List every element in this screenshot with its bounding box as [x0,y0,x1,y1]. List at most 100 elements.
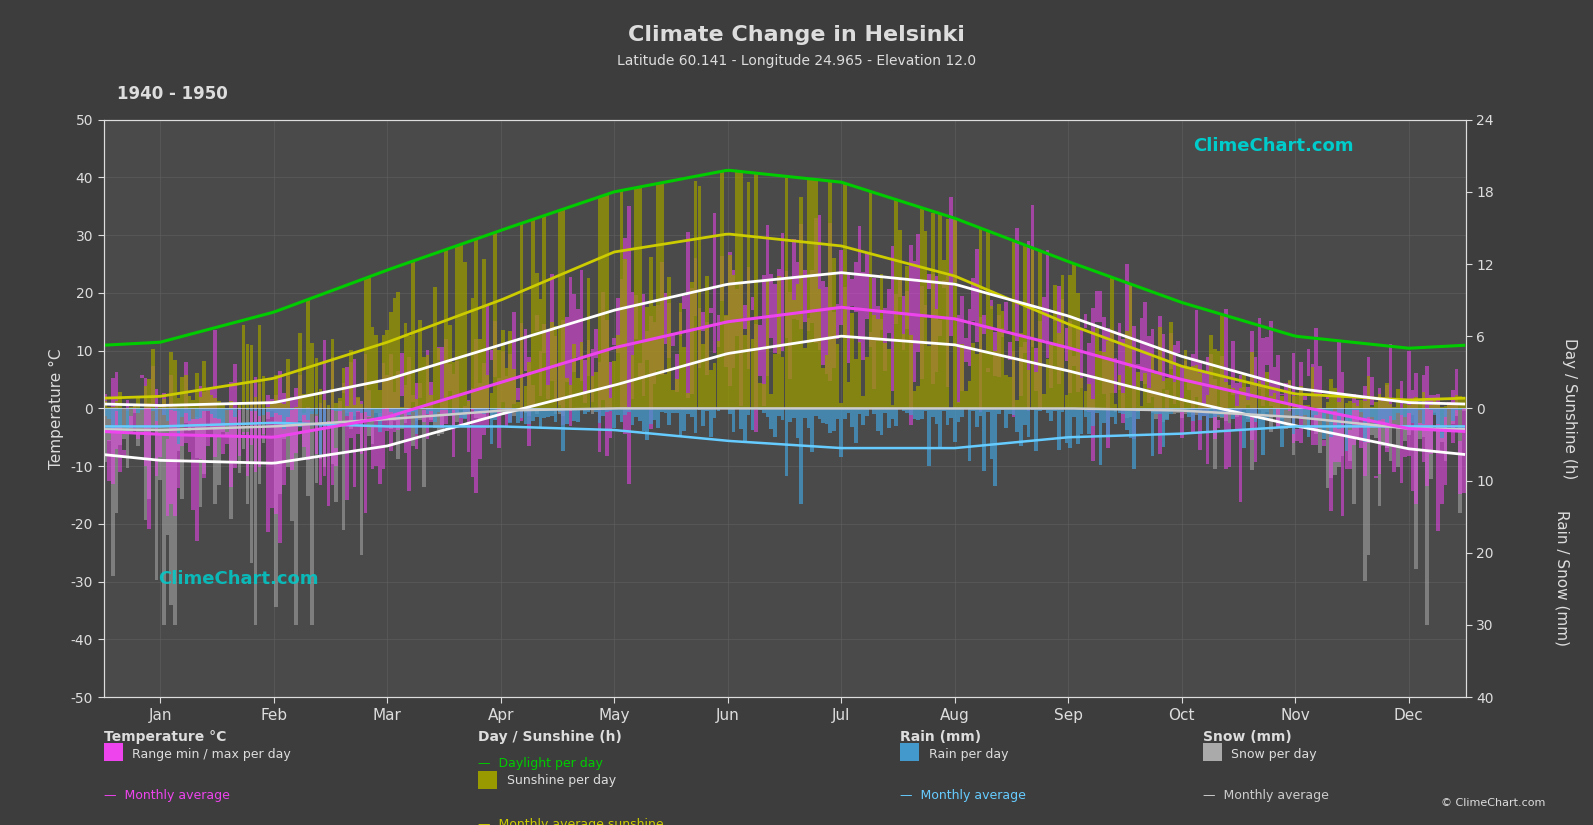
Bar [1088,384,1091,408]
Bar [1012,351,1015,417]
Bar [459,244,464,408]
Bar [1161,381,1166,408]
Bar [250,408,253,563]
Bar [800,224,803,329]
Bar [572,408,575,422]
Bar [994,332,997,376]
Bar [1437,408,1440,424]
Bar [1166,408,1169,420]
Bar [414,408,419,434]
Bar [1053,318,1056,321]
Bar [983,408,986,471]
Bar [489,350,494,360]
Bar [664,408,667,413]
Bar [1462,397,1466,408]
Bar [314,408,319,483]
Bar [287,408,290,467]
Bar [331,357,335,485]
Bar [225,408,229,410]
Bar [1217,408,1220,415]
Bar [1069,408,1072,448]
Bar [1311,366,1314,408]
Bar [785,177,789,408]
Text: —  Daylight per day: — Daylight per day [478,757,602,771]
Bar [1144,408,1147,410]
Bar [586,278,591,408]
Text: —  Monthly average sunshine: — Monthly average sunshine [478,818,664,825]
Bar [452,362,456,408]
Bar [400,408,403,412]
Bar [1448,403,1451,409]
Bar [483,408,486,413]
Bar [452,408,456,427]
Bar [1176,365,1180,408]
Bar [217,408,221,419]
Bar [352,404,357,408]
Bar [706,276,709,408]
Bar [505,369,508,408]
Bar [997,315,1000,377]
Bar [177,408,180,451]
Bar [561,408,566,451]
Bar [436,408,440,436]
Bar [205,408,210,411]
Bar [717,342,720,408]
Bar [1262,388,1265,408]
Bar [478,339,481,408]
Bar [352,359,357,487]
Bar [1403,408,1407,441]
Bar [1058,408,1061,450]
Bar [1061,299,1064,369]
Bar [118,408,121,445]
Bar [266,394,269,532]
Bar [282,408,285,428]
Bar [202,408,205,412]
Bar [1184,361,1187,380]
Bar [747,266,750,369]
Bar [642,295,645,397]
Bar [489,393,494,408]
Bar [1008,408,1012,414]
Bar [290,408,293,521]
Bar [126,408,129,469]
Bar [1306,408,1311,429]
Text: —  Monthly average: — Monthly average [1203,789,1329,802]
Bar [1008,376,1012,408]
Bar [1027,370,1031,408]
Bar [1102,317,1106,394]
Bar [876,319,879,408]
Text: Temperature °C: Temperature °C [104,730,226,744]
Bar [1133,408,1136,409]
Bar [1384,408,1389,448]
Bar [698,408,701,410]
Bar [148,403,151,529]
Bar [538,299,542,408]
Bar [1158,317,1161,454]
Bar [935,408,938,424]
Bar [1284,403,1287,408]
Bar [456,408,459,412]
Bar [1292,353,1295,443]
Bar [1270,408,1273,431]
Bar [1147,408,1150,410]
Bar [530,408,535,409]
Bar [572,294,575,372]
Bar [605,320,609,456]
Bar [1176,408,1180,410]
Y-axis label: Day / Sunshine (h): Day / Sunshine (h) [1563,337,1577,479]
Bar [414,408,419,421]
Bar [742,305,747,329]
Bar [566,379,569,408]
Bar [1243,373,1246,408]
Bar [245,431,249,476]
Bar [132,408,137,412]
Text: Rain per day: Rain per day [929,747,1008,761]
Bar [750,298,753,310]
Bar [306,408,311,420]
Bar [346,408,349,413]
Bar [1364,401,1367,408]
Bar [709,370,712,408]
Bar [1172,383,1176,408]
Bar [221,403,225,408]
Bar [1356,408,1359,410]
